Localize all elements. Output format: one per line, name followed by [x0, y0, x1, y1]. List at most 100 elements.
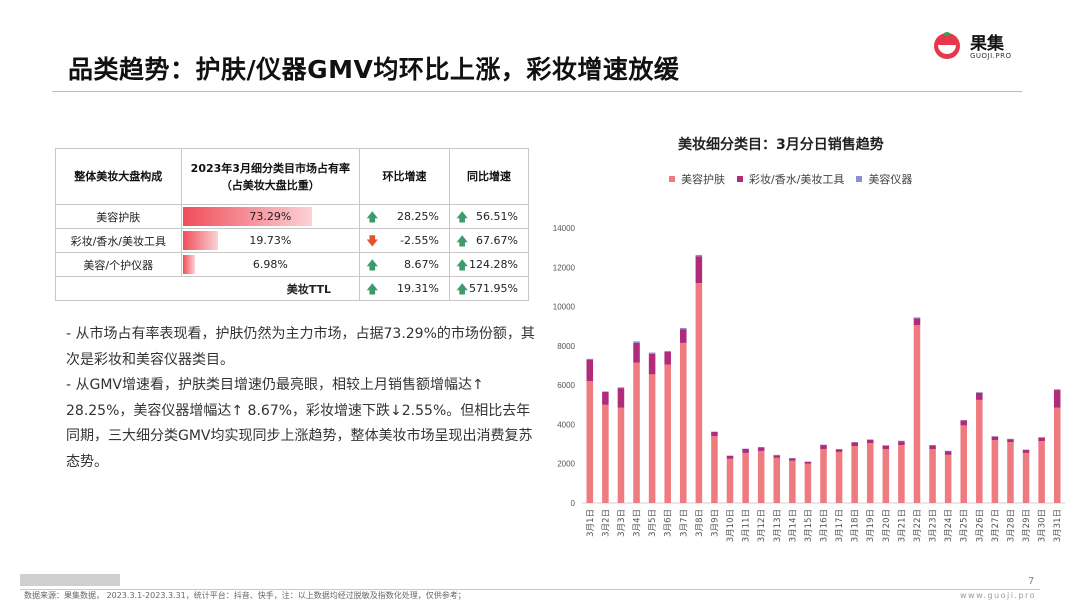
x-tick-label: 3月25日 [960, 509, 970, 542]
x-tick-label: 3月14日 [788, 509, 798, 542]
legend-item-device: 美容仪器 [856, 171, 912, 187]
bar-segment [804, 461, 812, 464]
bar-segment [789, 458, 796, 461]
x-tick-label: 3月4日 [633, 509, 643, 537]
bar-segment [944, 451, 952, 455]
x-tick-label: 3月26日 [975, 509, 985, 542]
logo-text-cn: 果集 [970, 34, 1004, 54]
bar-segment [1007, 439, 1014, 443]
bar-segment [648, 353, 656, 375]
page-number: 7 [1028, 576, 1035, 587]
x-tick-label: 3月10日 [726, 509, 736, 542]
trend-arrow-icon: 🡅 [455, 233, 469, 248]
header-composition: 整体美妆大盘构成 [55, 148, 182, 205]
legend-swatch [737, 176, 743, 182]
yoy-cell: 🡅 56.51% [448, 204, 530, 229]
x-tick-label: 3月7日 [679, 509, 689, 537]
legend-item-skincare: 美容护肤 [669, 171, 725, 187]
bar-segment [866, 439, 874, 444]
bar-segment [1053, 389, 1061, 391]
bar-segment [726, 458, 734, 503]
bar-segment [742, 448, 749, 453]
logo-text-en: GUOJI.PRO [970, 52, 1012, 60]
bar-segment [711, 436, 718, 503]
header-share: 2023年3月细分类目市场占有率 （占美妆大盘比重） [180, 148, 361, 205]
bar-segment [1053, 407, 1061, 503]
mom-cell: 🡅 28.25% [359, 204, 450, 229]
footer-bar [20, 574, 120, 586]
x-tick-label: 3月31日 [1053, 509, 1063, 542]
bar-segment [991, 436, 999, 441]
trend-arrow-icon: 🡅 [366, 257, 379, 272]
share-value: 73.29% [249, 210, 292, 223]
bar-segment [976, 392, 983, 393]
bar-segment [617, 387, 625, 389]
x-tick-label: 3月5日 [648, 509, 658, 537]
share-cell: 19.73% [180, 228, 361, 253]
y-tick-label: 4000 [557, 420, 575, 429]
x-tick-label: 3月30日 [1038, 509, 1048, 542]
trend-arrow-icon: 🡅 [455, 281, 469, 296]
mom-value: 19.31% [397, 282, 439, 295]
y-tick-label: 12000 [553, 263, 576, 272]
site-url: www.guoji.pro [960, 591, 1037, 600]
legend-item-makeup: 彩妆/香水/美妆工具 [737, 171, 844, 187]
x-tick-label: 3月15日 [804, 509, 814, 542]
header-mom: 环比增速 [359, 148, 450, 205]
bar-segment [820, 448, 827, 503]
y-tick-label: 10000 [553, 303, 576, 312]
table-header-row: 整体美妆大盘构成 2023年3月细分类目市场占有率 （占美妆大盘比重） 环比增速… [55, 148, 530, 205]
total-label: 美妆TTL [54, 276, 361, 301]
x-tick-label: 3月12日 [757, 509, 767, 542]
bar-segment [742, 452, 749, 503]
bar-segment [882, 445, 890, 449]
x-tick-label: 3月24日 [944, 509, 954, 542]
legend-swatch [669, 176, 675, 182]
y-tick-label: 14000 [553, 224, 576, 233]
yoy-cell: 🡅 124.28% [448, 252, 530, 277]
row-category: 美容护肤 [55, 204, 182, 229]
x-tick-label: 3月18日 [851, 509, 861, 542]
row-category: 彩妆/香水/美妆工具 [55, 228, 182, 253]
bar-segment [851, 446, 858, 503]
share-bar [182, 231, 218, 250]
bar-segment [820, 445, 827, 449]
y-tick-label: 8000 [557, 342, 575, 351]
x-tick-label: 3月9日 [710, 509, 720, 537]
yoy-value: 571.95% [469, 282, 518, 295]
mom-cell: 🡅 8.67% [359, 252, 450, 277]
bar-segment [586, 381, 594, 503]
market-share-table: 整体美妆大盘构成 2023年3月细分类目市场占有率 （占美妆大盘比重） 环比增速… [54, 148, 530, 301]
daily-sales-chart: 0 2000 4000 6000 8000 10000 12000 14000 3月1日 3月2日… [553, 224, 1065, 542]
chart-legend: 美容护肤 彩妆/香水/美妆工具 美容仪器 [669, 171, 924, 187]
bar-segment [633, 342, 640, 363]
bar-segment [898, 441, 905, 446]
bar-segment [789, 460, 796, 503]
mom-cell: 🡇 -2.55% [359, 228, 450, 253]
bar-segment [757, 447, 765, 451]
bar-segment [976, 399, 983, 503]
bar-segment [664, 364, 671, 503]
legend-label: 彩妆/香水/美妆工具 [749, 173, 845, 186]
bar-segment [1022, 449, 1030, 453]
yoy-value: 56.51% [476, 210, 518, 223]
guoji-logo-icon [934, 32, 960, 59]
x-tick-label: 3月23日 [929, 509, 939, 542]
yoy-cell: 🡅 571.95% [448, 276, 530, 301]
table-row: 彩妆/香水/美妆工具 19.73% 🡇 -2.55% 🡅 67.67% [55, 228, 530, 253]
bar-segment [602, 404, 609, 503]
legend-label: 美容护肤 [681, 173, 725, 186]
bar-segment [1053, 390, 1061, 408]
x-tick-label: 3月21日 [897, 509, 907, 542]
share-value: 6.98% [252, 258, 288, 271]
bar-segment [991, 440, 999, 503]
mom-value: 8.67% [404, 258, 439, 271]
bar-segment [929, 448, 936, 503]
table-row: 美容/个护仪器 6.98% 🡅 8.67% 🡅 124.28% [55, 252, 530, 277]
bar-segment [913, 318, 921, 326]
bar-segment [695, 254, 703, 257]
share-bar [182, 207, 313, 226]
bar-segment [804, 463, 812, 503]
bar-segment [773, 457, 781, 503]
bar-segment [586, 358, 594, 360]
